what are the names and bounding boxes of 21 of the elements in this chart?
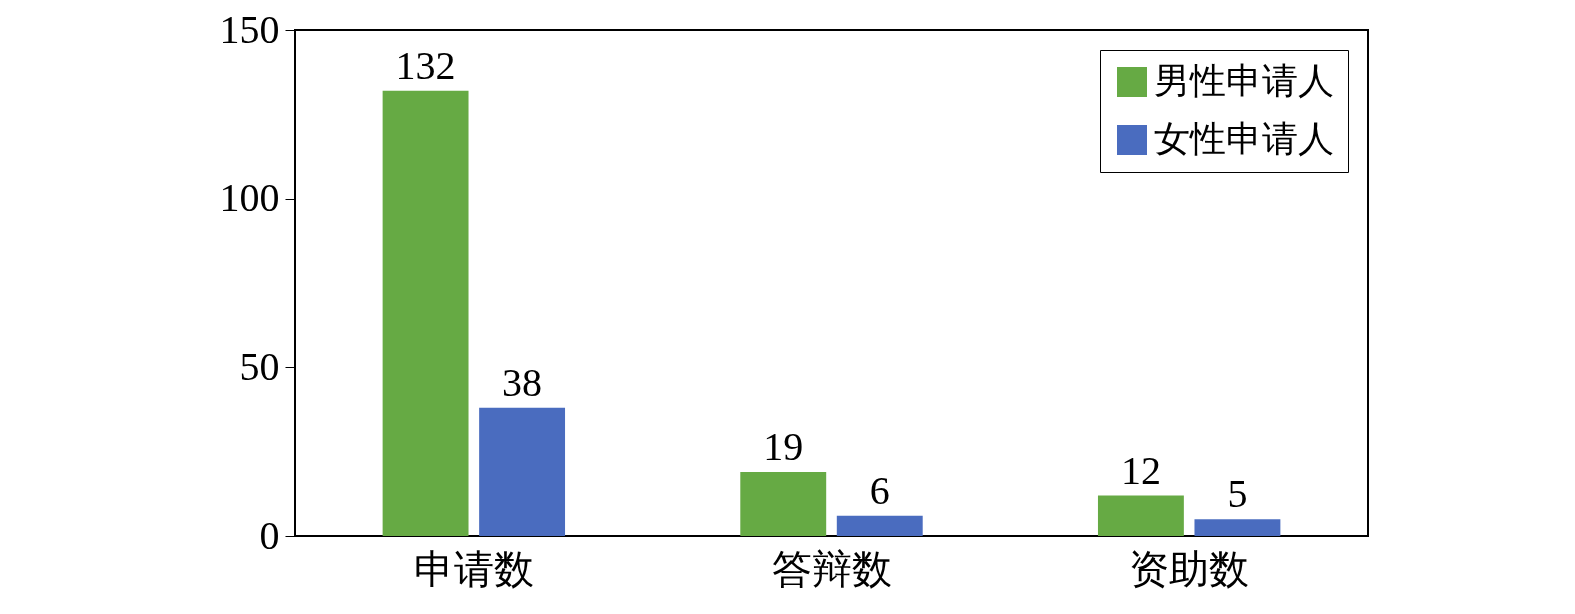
bar (1097, 495, 1184, 536)
data-label: 5 (1227, 471, 1248, 517)
x-tick-label: 申请数 (413, 546, 534, 592)
y-tick-label: 0 (259, 512, 280, 558)
data-label: 12 (1120, 447, 1161, 493)
data-label: 132 (395, 42, 456, 88)
legend-label: 女性申请人 (1154, 119, 1334, 159)
bar (836, 515, 923, 536)
legend-label: 男性申请人 (1154, 61, 1334, 101)
bar (382, 90, 469, 536)
bar (479, 407, 566, 536)
bar (1194, 519, 1281, 536)
data-label: 38 (502, 359, 543, 405)
x-tick-label: 资助数 (1129, 546, 1250, 592)
x-tick-label: 答辩数 (771, 546, 892, 592)
y-tick-label: 50 (239, 343, 280, 389)
data-label: 19 (763, 423, 804, 469)
y-tick-label: 150 (219, 6, 280, 52)
data-label: 6 (869, 467, 890, 513)
y-tick-label: 100 (219, 175, 280, 221)
bar (740, 471, 827, 536)
